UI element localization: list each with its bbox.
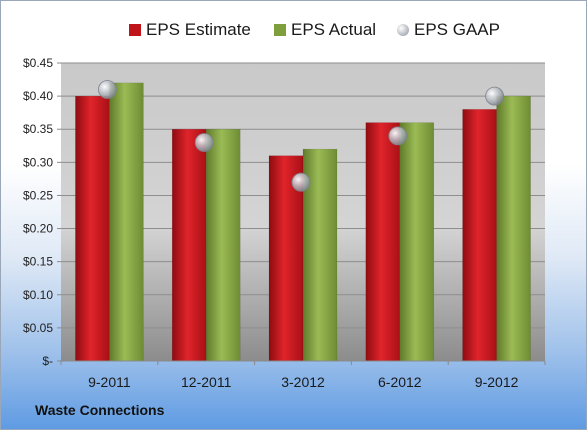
x-tick-label: 6-2012 xyxy=(378,374,422,390)
y-tick-label: $0.45 xyxy=(23,56,53,70)
legend-label-eps-actual: EPS Actual xyxy=(291,20,377,39)
legend-label-eps-gaap: EPS GAAP xyxy=(414,20,500,39)
marker-eps-gaap xyxy=(388,126,408,146)
x-tick-label: 9-2011 xyxy=(88,374,131,390)
bar-eps-actual xyxy=(109,82,144,362)
bar-eps-estimate xyxy=(171,128,207,362)
bar-eps-actual xyxy=(496,95,531,362)
y-tick-label: $0.25 xyxy=(23,188,53,202)
y-tick-label: $- xyxy=(42,354,53,368)
company-label: Waste Connections xyxy=(35,402,165,418)
x-tick-label: 3-2012 xyxy=(281,374,325,390)
y-tick-label: $0.20 xyxy=(23,222,53,236)
bar-eps-estimate xyxy=(75,95,110,362)
legend-swatch-eps-estimate xyxy=(129,24,141,36)
bar-eps-estimate xyxy=(462,109,497,362)
marker-eps-gaap xyxy=(291,172,311,192)
legend-item-eps-actual: EPS Actual xyxy=(274,17,376,43)
y-tick-label: $0.35 xyxy=(23,122,53,136)
y-tick-label: $0.05 xyxy=(23,321,53,335)
marker-eps-gaap xyxy=(194,133,214,152)
bar-eps-actual xyxy=(205,128,241,362)
y-tick-label: $0.40 xyxy=(23,89,53,103)
legend-swatch-eps-actual xyxy=(274,24,286,36)
x-tick-label: 12-2011 xyxy=(181,374,232,390)
marker-eps-gaap xyxy=(485,86,505,106)
legend-item-eps-gaap: EPS GAAP xyxy=(397,17,500,43)
marker-eps-gaap xyxy=(98,80,117,99)
legend-label-eps-estimate: EPS Estimate xyxy=(146,20,251,39)
x-tick-label: 9-2012 xyxy=(475,374,519,390)
y-tick-label: $0.30 xyxy=(23,155,53,169)
y-tick-label: $0.10 xyxy=(23,288,53,302)
y-tick-label: $0.15 xyxy=(23,255,53,269)
bar-eps-estimate xyxy=(365,122,401,362)
bar-eps-actual xyxy=(399,122,435,362)
chart-legend: EPS Estimate EPS Actual EPS GAAP xyxy=(1,17,587,43)
legend-marker-eps-gaap xyxy=(397,24,409,36)
legend-item-eps-estimate: EPS Estimate xyxy=(129,17,251,43)
